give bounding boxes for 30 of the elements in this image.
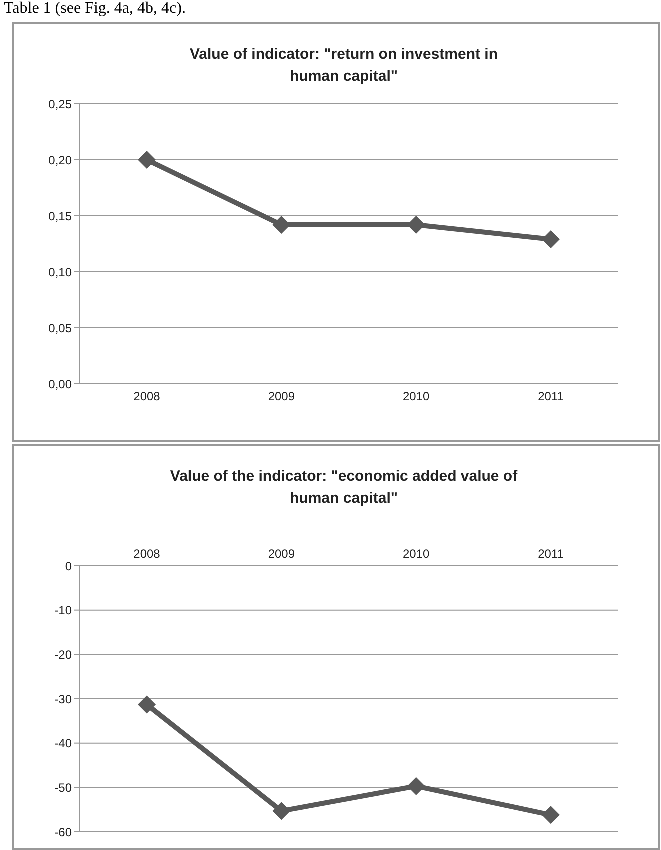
y-tick-label: 0,00	[48, 377, 72, 392]
y-tick-label: 0,10	[48, 265, 72, 280]
y-tick-label: -30	[54, 692, 72, 706]
chart-title: Value of indicator: "return on investment in human capital"	[189, 45, 499, 87]
y-tick-label: -50	[54, 780, 72, 795]
x-tick-label: 2008	[134, 390, 161, 404]
y-tick-label: 0,05	[48, 321, 72, 336]
point	[138, 696, 156, 714]
point	[407, 777, 426, 796]
point	[138, 151, 156, 169]
caption: Table 1 (see Fig. 4a, 4b, 4c).	[4, 0, 186, 17]
point	[272, 802, 291, 820]
chart-title: Value of the indicator: "economic added value of human capital"	[169, 467, 519, 509]
y-tick-label: -10	[54, 604, 72, 618]
y-tick-label: -60	[54, 825, 72, 840]
y-tick-label: 0,15	[48, 209, 72, 224]
x-tick-label: 2011	[538, 547, 564, 561]
y-tick-label: 0,20	[48, 153, 72, 168]
point	[542, 230, 560, 249]
y-tick-label: 0,25	[48, 97, 72, 112]
y-tick-label: -20	[54, 648, 72, 662]
x-tick-label: 2009	[268, 547, 296, 561]
x-tick-label: 2010	[402, 390, 430, 404]
x-tick-label: 2008	[134, 547, 161, 561]
point	[542, 806, 560, 824]
y-tick-label: 0	[65, 559, 72, 574]
x-tick-label: 2010	[402, 547, 430, 561]
x-tick-label: 2009	[268, 390, 296, 404]
x-tick-label: 2011	[538, 390, 564, 404]
y-tick-label: -40	[54, 736, 72, 751]
